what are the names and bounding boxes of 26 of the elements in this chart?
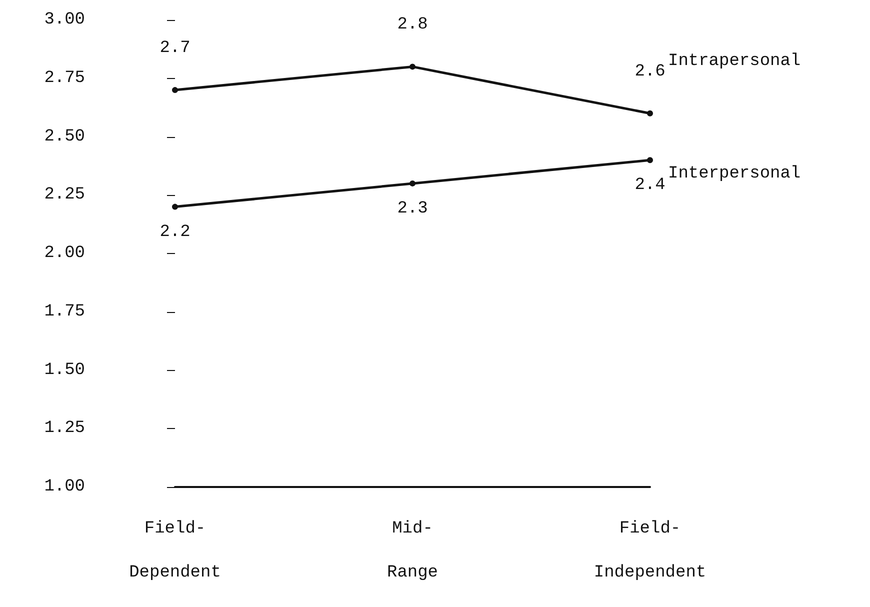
point: [647, 110, 653, 116]
data-label: 2.2: [160, 222, 190, 242]
y-tick-label: 1.50: [44, 360, 85, 380]
point: [410, 180, 416, 186]
point: [647, 157, 653, 164]
y-tick-label: 2.75: [44, 68, 85, 88]
data-label: 2.8: [397, 16, 428, 35]
category-label: Field- Independent: [594, 520, 706, 582]
point: [172, 204, 178, 210]
y-tick-label: 1.25: [44, 419, 85, 438]
y-tick-label: 2.50: [44, 127, 85, 146]
y-tick-label: 2.00: [44, 244, 85, 263]
point: [410, 64, 416, 70]
point: [172, 87, 178, 94]
data-label: 2.4: [634, 176, 666, 196]
category-label: Mid- Range: [386, 520, 438, 582]
category-label: Field- Dependent: [129, 520, 221, 582]
text: Intrapersonal: [668, 52, 801, 71]
series-label: Interpersonal: [668, 164, 801, 184]
y-tick-label: 1.75: [44, 302, 85, 322]
y-tick-label: 2.25: [44, 186, 85, 205]
data-label: 2.3: [397, 199, 428, 218]
y-tick-label: 1.00: [44, 478, 85, 496]
data-label: 2.7: [160, 39, 190, 58]
data-label: 2.6: [634, 62, 666, 82]
y-tick-label: 3.00: [44, 10, 85, 30]
